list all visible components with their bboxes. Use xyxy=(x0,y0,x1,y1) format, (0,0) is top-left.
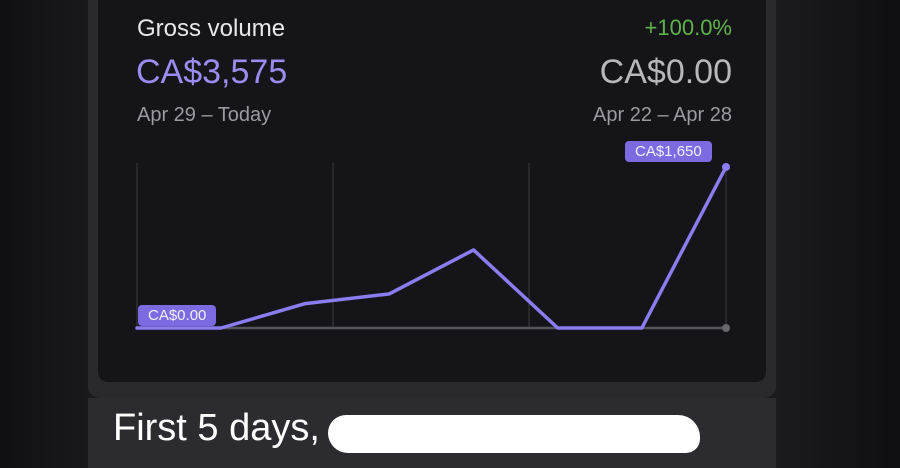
redaction-scribble xyxy=(328,415,700,453)
min-value-badge: CA$0.00 xyxy=(138,305,217,326)
card-title: Gross volume xyxy=(137,15,286,42)
change-percent: +100.0% xyxy=(644,15,732,40)
gross-volume-value: CA$3,575 xyxy=(136,53,288,91)
baseline-end-dot xyxy=(722,324,730,332)
max-value-badge: CA$1,650 xyxy=(625,141,712,162)
left-backdrop xyxy=(0,0,88,468)
data-point xyxy=(722,163,730,171)
series-line xyxy=(135,165,728,330)
previous-value: CA$0.00 xyxy=(599,53,732,91)
caption-text: First 5 days, xyxy=(113,407,320,449)
previous-period: Apr 22 – Apr 28 xyxy=(593,104,732,126)
current-period: Apr 29 – Today xyxy=(137,104,272,126)
right-backdrop xyxy=(775,0,900,468)
